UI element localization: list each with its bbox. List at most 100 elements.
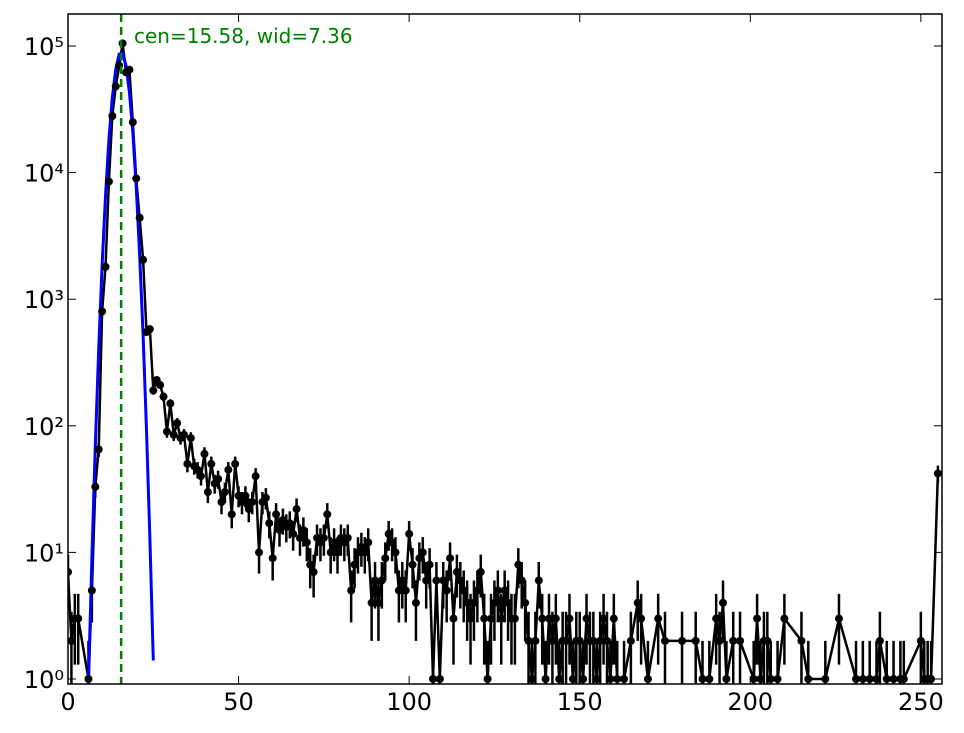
data-point: [326, 548, 335, 557]
data-point: [74, 614, 83, 623]
y-tick-label: 10³: [24, 286, 64, 314]
data-point: [463, 598, 472, 607]
data-point: [248, 498, 257, 507]
data-point: [343, 533, 352, 542]
data-point: [575, 636, 584, 645]
data-point: [309, 568, 318, 577]
data-point: [483, 674, 492, 683]
data-point: [132, 174, 141, 183]
data-point: [84, 674, 93, 683]
data-point: [606, 674, 615, 683]
data-point: [736, 636, 745, 645]
data-point: [449, 614, 458, 623]
data-point: [439, 576, 448, 585]
data-point: [548, 636, 557, 645]
data-point: [197, 472, 206, 481]
data-point: [916, 636, 925, 645]
data-point: [698, 674, 707, 683]
data-point: [251, 472, 260, 481]
data-point: [183, 459, 192, 468]
data-point: [179, 430, 188, 439]
data-point: [722, 674, 731, 683]
data-point: [388, 538, 397, 547]
data-point: [432, 576, 441, 585]
data-point: [715, 636, 724, 645]
data-point: [166, 399, 175, 408]
data-point: [394, 586, 403, 595]
data-point: [568, 674, 577, 683]
data-point: [265, 519, 274, 528]
data-point: [531, 636, 540, 645]
data-point: [490, 598, 499, 607]
data-point: [872, 674, 881, 683]
data-point: [415, 554, 424, 563]
data-point: [186, 434, 195, 443]
data-point: [493, 586, 502, 595]
data-point: [599, 614, 608, 623]
data-point: [579, 674, 588, 683]
data-point: [118, 39, 127, 48]
data-point: [753, 614, 762, 623]
data-point: [504, 598, 513, 607]
y-tick-label: 10¹: [24, 539, 64, 567]
data-point: [220, 487, 229, 496]
data-point: [214, 474, 223, 483]
data-point: [156, 381, 165, 390]
y-tick-label: 10²: [24, 413, 64, 441]
data-point: [360, 548, 369, 557]
data-point: [333, 548, 342, 557]
data-point: [466, 614, 475, 623]
data-point: [411, 598, 420, 607]
data-point: [203, 487, 212, 496]
data-point: [538, 614, 547, 623]
x-tick-label: 150: [557, 688, 603, 716]
plot-area: [68, 14, 942, 684]
data-point: [514, 560, 523, 569]
data-point: [459, 586, 468, 595]
data-point: [804, 674, 813, 683]
data-point: [374, 598, 383, 607]
data-point: [323, 510, 332, 519]
data-point: [108, 111, 117, 120]
data-point: [521, 598, 530, 607]
data-point: [705, 674, 714, 683]
data-point: [234, 491, 243, 500]
data-point: [91, 482, 100, 491]
data-point: [425, 560, 434, 569]
x-tick-label: 100: [386, 688, 432, 716]
data-point: [626, 636, 635, 645]
data-point: [268, 554, 277, 563]
data-point: [104, 177, 113, 186]
data-point: [773, 674, 782, 683]
data-point: [401, 586, 410, 595]
data-point: [319, 533, 328, 542]
data-point: [589, 636, 598, 645]
data-point: [834, 614, 843, 623]
data-point: [620, 674, 629, 683]
data-point: [643, 674, 652, 683]
annotation: cen=15.58, wid=7.36: [134, 24, 353, 48]
data-point: [766, 674, 775, 683]
data-point: [429, 674, 438, 683]
data-point: [442, 586, 451, 595]
data-point: [780, 614, 789, 623]
data-point: [381, 554, 390, 563]
data-point: [480, 614, 489, 623]
data-point: [145, 325, 154, 334]
data-point: [555, 674, 564, 683]
data-point: [476, 568, 485, 577]
data-point: [660, 636, 669, 645]
data-point: [654, 614, 663, 623]
y-tick-label: 10⁵: [24, 33, 64, 61]
data-point: [534, 576, 543, 585]
data-point: [135, 213, 144, 222]
data-point: [729, 636, 738, 645]
data-point: [217, 498, 226, 507]
data-point: [609, 614, 618, 623]
data-point: [865, 674, 874, 683]
data-point: [111, 82, 120, 91]
data-point: [364, 538, 373, 547]
y-tick-label: 10⁴: [24, 160, 64, 188]
